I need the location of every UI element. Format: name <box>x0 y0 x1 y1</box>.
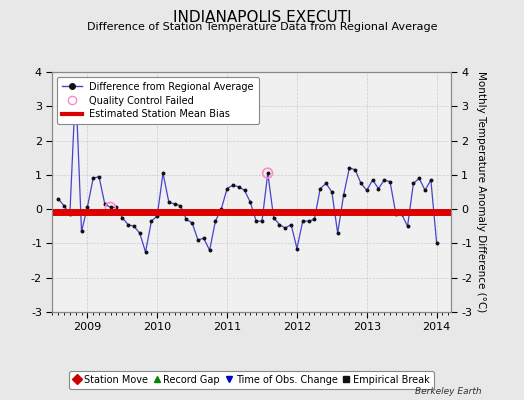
Point <box>380 177 388 183</box>
Point <box>130 223 138 230</box>
Point <box>124 221 132 228</box>
Point <box>322 180 330 187</box>
Point <box>223 185 231 192</box>
Point <box>89 175 97 182</box>
Point <box>83 204 92 211</box>
Point <box>316 185 324 192</box>
Point <box>211 218 220 224</box>
Point <box>345 165 354 171</box>
Point <box>194 237 202 243</box>
Point <box>357 180 365 187</box>
Point <box>363 187 371 194</box>
Point <box>427 177 435 183</box>
Point <box>78 228 86 235</box>
Point <box>328 189 336 195</box>
Point <box>409 180 418 187</box>
Point <box>275 221 283 228</box>
Point <box>106 204 115 211</box>
Point <box>95 173 103 180</box>
Point <box>112 204 121 211</box>
Point <box>241 187 249 194</box>
Point <box>153 213 161 219</box>
Point <box>246 199 255 206</box>
Point <box>188 220 196 226</box>
Point <box>310 216 319 223</box>
Point <box>264 170 272 176</box>
Point <box>54 196 62 202</box>
Point <box>340 192 348 199</box>
Point <box>403 223 412 230</box>
Point <box>176 202 184 209</box>
Point <box>258 218 266 224</box>
Point <box>235 184 243 190</box>
Point <box>165 199 173 206</box>
Y-axis label: Monthly Temperature Anomaly Difference (°C): Monthly Temperature Anomaly Difference (… <box>476 71 486 313</box>
Point <box>287 221 296 228</box>
Point <box>368 177 377 183</box>
Point <box>415 175 423 182</box>
Point <box>159 170 167 176</box>
Point <box>386 178 394 185</box>
Point <box>101 201 109 207</box>
Text: Difference of Station Temperature Data from Regional Average: Difference of Station Temperature Data f… <box>87 22 437 32</box>
Point <box>141 249 150 255</box>
Point <box>228 182 237 188</box>
Point <box>60 202 68 209</box>
Legend: Station Move, Record Gap, Time of Obs. Change, Empirical Break: Station Move, Record Gap, Time of Obs. C… <box>69 371 434 389</box>
Point <box>205 247 214 254</box>
Point <box>118 214 126 221</box>
Point <box>432 240 441 247</box>
Point <box>293 245 301 252</box>
Point <box>421 187 429 194</box>
Point <box>304 218 313 224</box>
Point <box>269 214 278 221</box>
Text: INDIANAPOLIS EXECUTI: INDIANAPOLIS EXECUTI <box>173 10 351 25</box>
Point <box>281 225 289 231</box>
Point <box>182 216 191 223</box>
Text: Berkeley Earth: Berkeley Earth <box>416 387 482 396</box>
Point <box>71 82 80 89</box>
Point <box>264 170 272 176</box>
Point <box>299 218 307 224</box>
Point <box>333 230 342 236</box>
Point <box>106 204 115 211</box>
Point <box>217 206 225 212</box>
Point <box>170 201 179 207</box>
Point <box>136 230 144 236</box>
Point <box>147 218 156 224</box>
Point <box>200 235 208 242</box>
Point <box>392 211 400 218</box>
Point <box>374 185 383 192</box>
Point <box>351 166 359 173</box>
Point <box>252 218 260 224</box>
Point <box>398 211 406 218</box>
Point <box>66 211 74 218</box>
